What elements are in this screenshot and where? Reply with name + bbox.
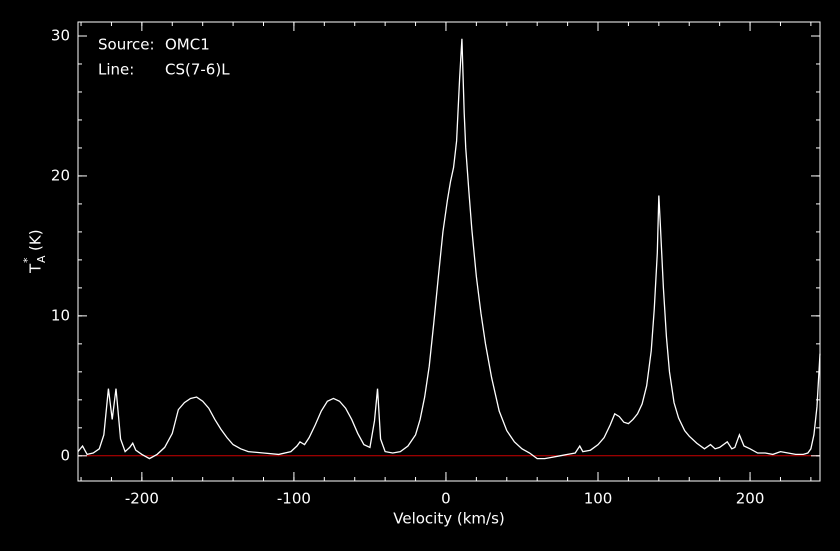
y-tick-label: 20 [51, 166, 70, 184]
y-label-unit: (K) [27, 229, 45, 251]
x-tick-label: -100 [277, 490, 311, 508]
x-tick-label: -200 [125, 490, 159, 508]
annotation-key: Line: [98, 61, 134, 79]
annotation-value: CS(7-6)L [165, 61, 230, 79]
annotation-value: OMC1 [165, 36, 210, 54]
x-tick-label: 0 [441, 490, 451, 508]
annotation-key: Source: [98, 36, 155, 54]
y-tick-label: 0 [60, 446, 70, 464]
y-axis-label: T * A (K) [21, 229, 48, 274]
y-tick-label: 30 [51, 26, 70, 44]
spectrum-line [77, 38, 821, 460]
y-label-sup: * [21, 257, 34, 263]
x-tick-label: 200 [736, 490, 765, 508]
x-axis-label: Velocity (km/s) [393, 510, 504, 528]
y-label-main: T [27, 263, 45, 274]
y-label-sub: A [35, 255, 48, 263]
plot-frame [77, 21, 821, 482]
y-tick-label: 10 [51, 306, 70, 324]
x-tick-label: 100 [584, 490, 613, 508]
